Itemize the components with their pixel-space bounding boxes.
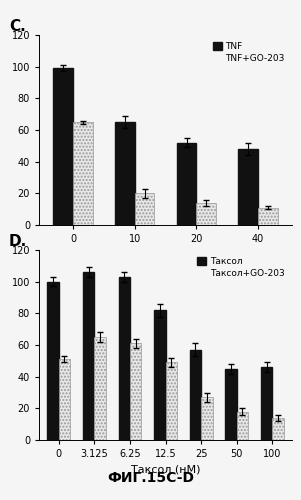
Bar [177, 142, 196, 225]
Bar [272, 418, 284, 440]
Bar [225, 369, 237, 440]
Bar [47, 282, 59, 440]
Text: C.: C. [9, 19, 26, 34]
Bar [190, 350, 201, 440]
Bar [238, 149, 258, 225]
Bar [94, 337, 106, 440]
Legend: TNF, TNF+GO-203: TNF, TNF+GO-203 [210, 40, 287, 66]
Bar [119, 277, 130, 440]
Bar [83, 272, 94, 440]
Bar [258, 208, 278, 225]
Bar [73, 122, 93, 225]
Bar [135, 194, 154, 225]
Legend: Таксол, Таксол+GO-203: Таксол, Таксол+GO-203 [195, 254, 287, 280]
Bar [115, 122, 135, 225]
Bar [196, 203, 216, 225]
Text: ФИГ.15C-D: ФИГ.15C-D [107, 471, 194, 485]
Text: D.: D. [9, 234, 27, 249]
Bar [53, 68, 73, 225]
Bar [130, 344, 141, 440]
Bar [166, 362, 177, 440]
Bar [154, 310, 166, 440]
X-axis label: TNF (нг/мл): TNF (нг/мл) [132, 250, 199, 260]
Bar [261, 367, 272, 440]
X-axis label: Таксол (нМ): Таксол (нМ) [131, 464, 200, 474]
Bar [59, 359, 70, 440]
Bar [237, 412, 248, 440]
Bar [201, 397, 213, 440]
